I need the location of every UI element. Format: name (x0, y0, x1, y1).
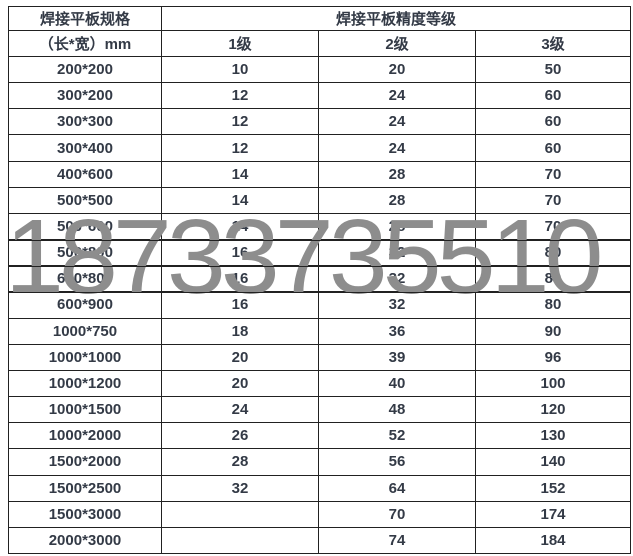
grade-value-cell: 64 (319, 475, 476, 502)
grade-value-cell: 70 (319, 501, 476, 528)
spec-cell: 300*400 (9, 135, 162, 162)
grade-value-cell: 12 (162, 109, 319, 136)
grade-value-cell: 20 (319, 57, 476, 84)
spec-cell: 1000*2000 (9, 423, 162, 450)
grade-3-header-cell: 3级 (476, 31, 631, 57)
spec-cell: 300*200 (9, 83, 162, 110)
spec-header-cell: 焊接平板规格 (9, 7, 162, 31)
grade-value-cell: 50 (476, 57, 631, 84)
grade-value-cell: 20 (162, 370, 319, 398)
grade-value-cell: 14 (162, 161, 319, 188)
spec-cell: 300*300 (9, 109, 162, 136)
grade-value-cell: 40 (319, 370, 476, 398)
grade-value-cell: 28 (319, 161, 476, 188)
grade-value-cell: 24 (319, 135, 476, 162)
grade-value-cell: 28 (319, 187, 476, 214)
spec-cell: 500*800 (9, 240, 162, 267)
precision-header-cell: 焊接平板精度等级 (162, 7, 631, 31)
grade-value-cell: 60 (476, 135, 631, 162)
spec-table: 焊接平板规格 焊接平板精度等级 （长*宽）mm 1级 2级 3级 200*200… (8, 6, 631, 554)
spec-cell: 1000*1200 (9, 370, 162, 398)
spec-subheader-cell: （长*宽）mm (9, 31, 162, 57)
grade-value-cell (162, 501, 319, 528)
grade-1-header-cell: 1级 (162, 31, 319, 57)
spec-cell: 1000*1500 (9, 397, 162, 424)
spec-cell: 1500*2500 (9, 475, 162, 502)
grade-value-cell: 140 (476, 449, 631, 476)
spec-cell: 200*200 (9, 57, 162, 84)
grade-value-cell: 80 (476, 240, 631, 267)
grade-value-cell: 70 (476, 213, 631, 241)
grade-value-cell: 60 (476, 83, 631, 110)
grade-value-cell: 74 (319, 527, 476, 554)
grade-value-cell (162, 527, 319, 554)
grade-value-cell: 152 (476, 475, 631, 502)
spec-cell: 500*600 (9, 213, 162, 241)
grade-value-cell: 32 (319, 240, 476, 267)
watermark-phone-number: 18733735510 (5, 198, 603, 316)
grade-value-cell: 39 (319, 344, 476, 371)
grade-value-cell: 80 (476, 266, 631, 293)
grade-value-cell: 16 (162, 292, 319, 319)
grade-value-cell: 28 (162, 449, 319, 476)
grade-value-cell: 10 (162, 57, 319, 84)
spec-cell: 1500*2000 (9, 449, 162, 476)
grid-line-overlay (8, 292, 631, 293)
spec-cell: 1000*1000 (9, 344, 162, 371)
grade-value-cell: 36 (319, 318, 476, 345)
grade-value-cell: 26 (162, 423, 319, 450)
grade-value-cell: 80 (476, 292, 631, 319)
spec-cell: 1500*3000 (9, 501, 162, 528)
grade-value-cell: 184 (476, 527, 631, 554)
grade-value-cell: 24 (319, 109, 476, 136)
grade-value-cell: 56 (319, 449, 476, 476)
spec-cell: 400*600 (9, 161, 162, 188)
grade-value-cell: 18 (162, 318, 319, 345)
grade-value-cell: 174 (476, 501, 631, 528)
grade-value-cell: 20 (162, 344, 319, 371)
grade-value-cell: 70 (476, 161, 631, 188)
spec-cell: 1000*750 (9, 318, 162, 345)
grade-value-cell: 100 (476, 370, 631, 398)
grade-value-cell: 96 (476, 344, 631, 371)
grade-2-header-cell: 2级 (319, 31, 476, 57)
grid-line-overlay (8, 266, 631, 267)
grade-value-cell: 12 (162, 83, 319, 110)
grid-line-overlay (8, 240, 631, 241)
spec-cell: 600*900 (9, 292, 162, 319)
grade-value-cell: 52 (319, 423, 476, 450)
grade-value-cell: 60 (476, 109, 631, 136)
grade-value-cell: 130 (476, 423, 631, 450)
grade-value-cell: 48 (319, 397, 476, 424)
grade-value-cell: 28 (319, 213, 476, 241)
grade-value-cell: 70 (476, 187, 631, 214)
grade-value-cell: 16 (162, 240, 319, 267)
grade-value-cell: 14 (162, 187, 319, 214)
grade-value-cell: 16 (162, 266, 319, 293)
grade-value-cell: 32 (319, 266, 476, 293)
grade-value-cell: 24 (162, 397, 319, 424)
spec-cell: 600*800 (9, 266, 162, 293)
grade-value-cell: 12 (162, 135, 319, 162)
grade-value-cell: 90 (476, 318, 631, 345)
grade-value-cell: 14 (162, 213, 319, 241)
grade-value-cell: 32 (319, 292, 476, 319)
grade-value-cell: 120 (476, 397, 631, 424)
spec-cell: 500*500 (9, 187, 162, 214)
grade-value-cell: 32 (162, 475, 319, 502)
grade-value-cell: 24 (319, 83, 476, 110)
spec-cell: 2000*3000 (9, 527, 162, 554)
